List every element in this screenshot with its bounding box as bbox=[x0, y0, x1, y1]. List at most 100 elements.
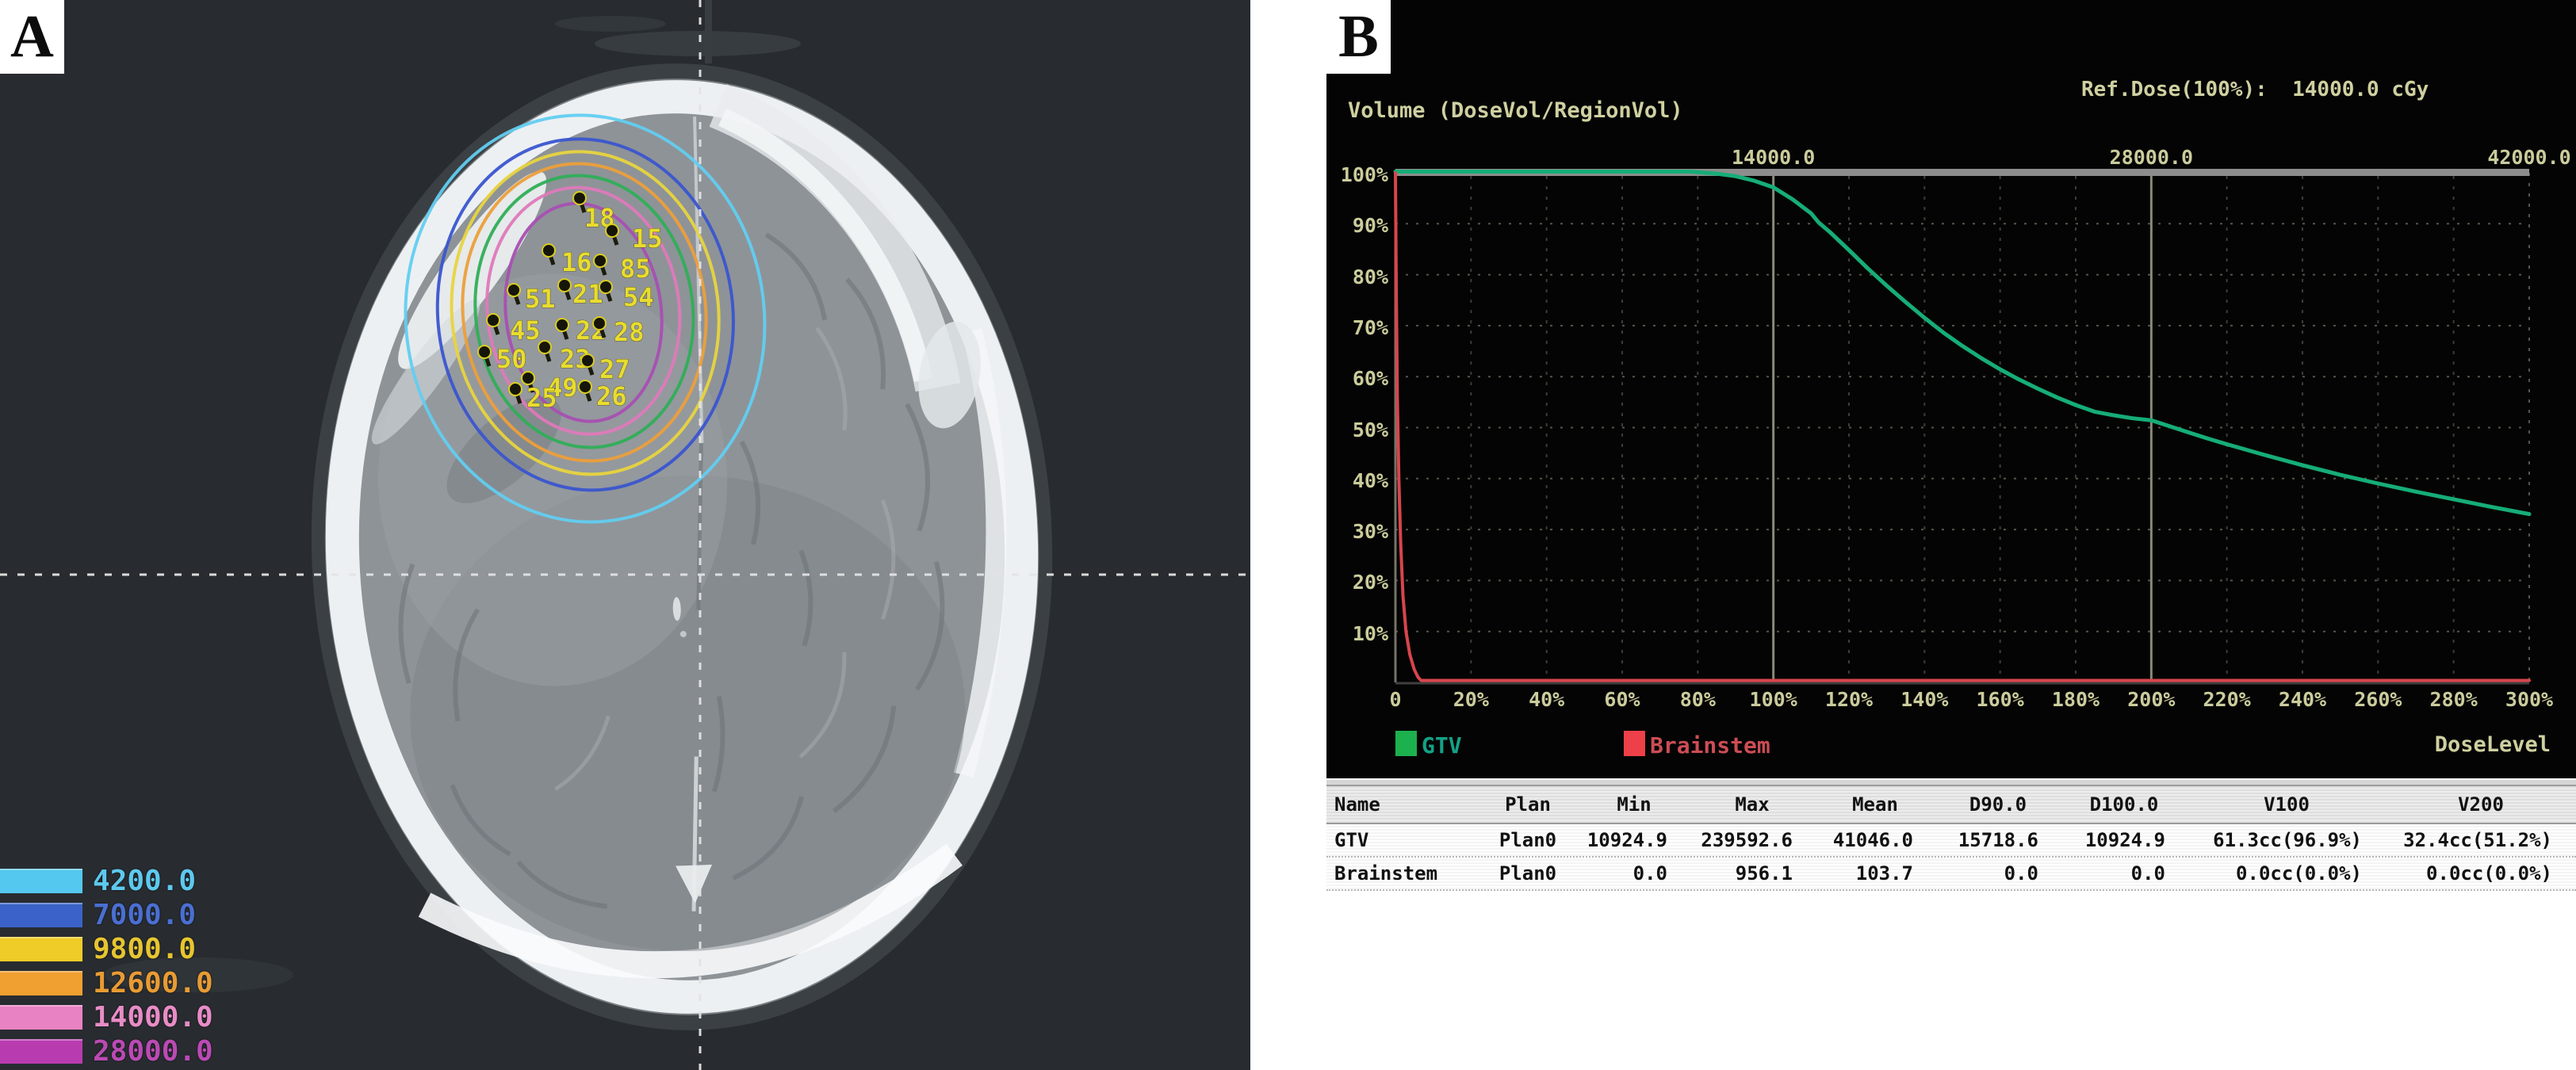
chart-table-separator bbox=[1326, 778, 2576, 786]
seed-dot bbox=[605, 224, 619, 238]
seed-label: 50 bbox=[496, 344, 527, 374]
x-axis-label: 0 bbox=[1389, 688, 1402, 711]
panel-b-dvh-view: B Volume (DoseVol/RegionVol) Ref.Dose(10… bbox=[1326, 0, 2576, 1070]
seed-dot bbox=[521, 371, 535, 385]
seed-label: 49 bbox=[547, 373, 578, 403]
top-axis-label: 42000.0 bbox=[2487, 146, 2571, 169]
x-axis-label: 100% bbox=[1749, 688, 1797, 711]
y-axis-label: 80% bbox=[1352, 265, 1388, 289]
seed-label: 18 bbox=[584, 203, 615, 233]
table-cell: GTV bbox=[1334, 829, 1369, 851]
dvh-stats-table: Name Plan Min Max Mean D90.0 D100.0 V100 V200 GTV… bbox=[1326, 786, 2576, 891]
x-axis-label: 180% bbox=[2051, 688, 2100, 711]
seed-dot bbox=[507, 283, 521, 297]
table-cell: 103.7 bbox=[1855, 862, 1913, 885]
dvh-curve-gtv bbox=[1393, 170, 2532, 517]
seed-dot bbox=[578, 380, 592, 394]
x-axis-label: 260% bbox=[2354, 688, 2402, 711]
x-axis-label: 80% bbox=[1679, 688, 1716, 711]
x-axis-label: 160% bbox=[1976, 688, 2024, 711]
table-cell: Plan0 bbox=[1499, 829, 1557, 851]
table-cell: 0.0 bbox=[2004, 862, 2038, 885]
panel-a-label: A bbox=[0, 0, 64, 74]
table-header-row: Name Plan Min Max Mean D90.0 D100.0 V100 V200 bbox=[1326, 786, 2576, 824]
crosshair bbox=[0, 0, 1250, 1070]
dvh-grid bbox=[1394, 173, 2530, 685]
x-axis-label: 140% bbox=[1900, 688, 1949, 711]
table-cell: Brainstem bbox=[1334, 862, 1438, 885]
seed-dot bbox=[557, 278, 572, 292]
table-cell: Plan0 bbox=[1499, 862, 1557, 885]
seed-label: 85 bbox=[620, 254, 651, 284]
table-cell: 0.0 bbox=[1632, 862, 1667, 885]
x-axis-label: 40% bbox=[1529, 688, 1565, 711]
brainstem-legend-swatch bbox=[1624, 731, 1645, 756]
seed-dot bbox=[572, 191, 587, 205]
isodose-contours bbox=[404, 113, 767, 524]
brainstem-legend-label: Brainstem bbox=[1650, 732, 1770, 759]
seed-dot bbox=[593, 254, 607, 268]
seed-label: 16 bbox=[561, 247, 592, 277]
x-axis-label: 300% bbox=[2505, 688, 2554, 711]
isodose-28000-contour bbox=[503, 201, 664, 423]
isodose-9800-contour bbox=[450, 150, 721, 476]
y-axis-label: 20% bbox=[1352, 571, 1388, 594]
table-header-min: Min bbox=[1617, 793, 1652, 816]
y-axis-label: 40% bbox=[1352, 468, 1388, 492]
dvh-plot bbox=[1393, 169, 2532, 685]
table-row: Brainstem Plan0 0.0 956.1 103.7 0.0 0.0 0.0cc(0… bbox=[1326, 858, 2576, 891]
gtv-legend-label: GTV bbox=[1422, 732, 1462, 759]
seed-dot bbox=[555, 318, 569, 332]
dvh-curve-brainstem bbox=[1394, 171, 2531, 682]
isodose-4200-contour bbox=[404, 113, 767, 524]
seed-label: 15 bbox=[632, 224, 663, 254]
gtv-contour-contour bbox=[473, 174, 695, 449]
ref-dose-label: Ref.Dose(100%): 14000.0 cGy bbox=[2081, 78, 2429, 101]
y-axis-label: 90% bbox=[1352, 214, 1388, 238]
table-cell: 956.1 bbox=[1735, 862, 1793, 885]
seed-dot bbox=[542, 243, 556, 258]
seed-label: 45 bbox=[510, 315, 541, 346]
table-cell: 0.0cc(0.0%) bbox=[2426, 862, 2552, 885]
dvh-chart: B Volume (DoseVol/RegionVol) Ref.Dose(10… bbox=[1326, 0, 2576, 778]
x-axis-label: 280% bbox=[2429, 688, 2478, 711]
seed-label: 51 bbox=[525, 284, 556, 314]
ct-sulci bbox=[398, 232, 945, 909]
seed-label: 26 bbox=[596, 381, 627, 411]
table-header-d100.0: D100.0 bbox=[2089, 793, 2159, 816]
x-axis-label: 220% bbox=[2203, 688, 2251, 711]
panel-a-ct-view: 18 15 16 85 51 21 54 45 22 28 50 23 27 49 25 26 A 4200.… bbox=[0, 0, 1250, 1070]
x-axis-label: 200% bbox=[2127, 688, 2176, 711]
table-cell: 0.0 bbox=[2130, 862, 2165, 885]
table-cell: 15718.6 bbox=[1958, 829, 2038, 851]
table-row: GTV Plan0 10924.9 239592.6 41046.0 15718.6 109… bbox=[1326, 824, 2576, 858]
x-axis-label: 120% bbox=[1824, 688, 1874, 711]
table-header-mean: Mean bbox=[1852, 793, 1898, 816]
table-cell: 10924.9 bbox=[2084, 829, 2165, 851]
table-cell: 32.4cc(51.2%) bbox=[2403, 829, 2552, 851]
seed-label: 25 bbox=[526, 383, 557, 413]
seed-label: 54 bbox=[623, 282, 654, 312]
seed-dot bbox=[592, 316, 607, 331]
seed-label: 27 bbox=[599, 354, 630, 384]
seed-label: 21 bbox=[572, 279, 603, 309]
top-axis-label: 14000.0 bbox=[1731, 146, 1816, 169]
table-cell: 41046.0 bbox=[1832, 829, 1913, 851]
seed-dot bbox=[477, 345, 492, 359]
chart-title: Volume (DoseVol/RegionVol) bbox=[1348, 98, 1683, 123]
table-header-max: Max bbox=[1735, 793, 1770, 816]
ct-gyri bbox=[554, 327, 896, 791]
table-header-v200: V200 bbox=[2458, 793, 2504, 816]
isodose-7000-contour bbox=[435, 137, 735, 492]
table-cell: 0.0cc(0.0%) bbox=[2236, 862, 2362, 885]
seed-dot bbox=[599, 280, 613, 294]
panel-b-label: B bbox=[1326, 0, 1391, 74]
isodose-12600-contour bbox=[461, 162, 708, 463]
seed-dot bbox=[486, 313, 500, 327]
top-axis-label: 28000.0 bbox=[2109, 146, 2193, 169]
x-axis-label: 60% bbox=[1604, 688, 1640, 711]
seed-dot bbox=[538, 340, 552, 354]
table-cell: 10924.9 bbox=[1587, 829, 1667, 851]
